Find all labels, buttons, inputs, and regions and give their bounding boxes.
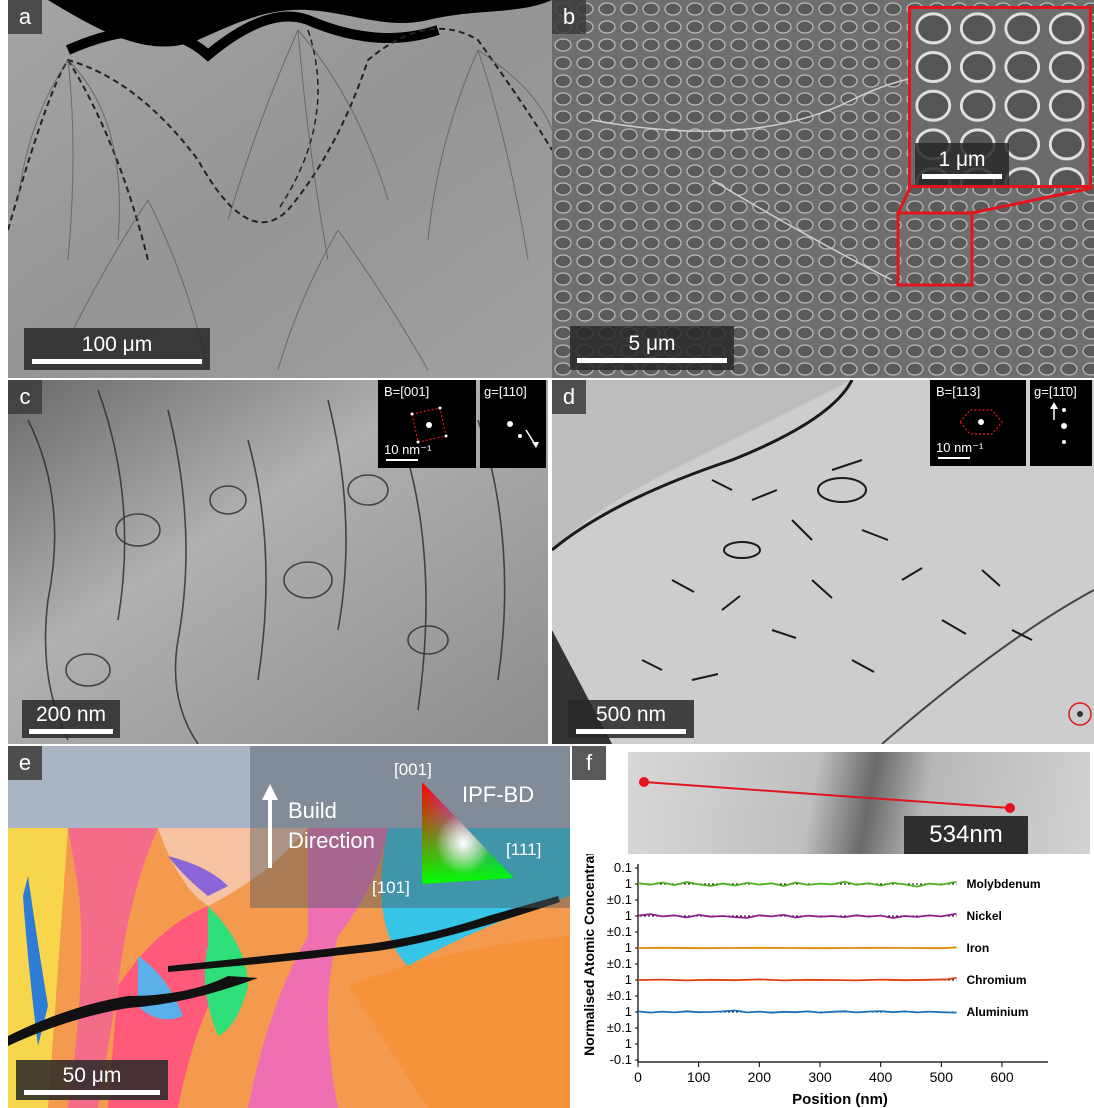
- panel-b-inset-scale-text: 1 μm: [938, 148, 986, 171]
- series-line-aluminium: [637, 1009, 957, 1014]
- panel-c-scalebar: 200 nm: [22, 700, 120, 738]
- panel-d-scale-text: 500 nm: [595, 703, 667, 726]
- panel-d-label: d: [552, 380, 586, 414]
- panel-b-scalebar: 5 μm: [570, 326, 734, 370]
- panel-c-g-pattern: [507, 421, 539, 448]
- panel-d-recip-scale: 10 nm⁻¹: [936, 440, 984, 455]
- panel-c-g-vector: g=[110]: [484, 384, 527, 399]
- build-direction-label: Build Direction: [288, 796, 375, 856]
- panel-c-diffraction-pattern: [386, 406, 448, 461]
- y-tick-label: 1: [625, 940, 632, 955]
- series-label-molybdenum: Molybdenum: [967, 877, 1041, 891]
- x-tick-label: 400: [869, 1069, 893, 1085]
- panel-b-scale-text: 5 μm: [628, 332, 676, 355]
- panel-b-zoom-inset: 1 μm: [908, 6, 1092, 188]
- series-label-chromium: Chromium: [967, 973, 1027, 987]
- series-line-chromium: [637, 976, 957, 982]
- pole-111-label: [111]: [506, 840, 542, 859]
- panel-d-g-vector: g=[11̄0]: [1034, 384, 1077, 399]
- composition-profile-chart: 0 100 200 300 400 500 600 Position (nm) Normalis…: [581, 854, 1048, 1108]
- panel-c-zone-axis: B=[001]: [384, 384, 430, 399]
- panel-c-micrograph: c B=[001] 10 nm⁻¹ g=[110] 200 nm: [8, 380, 548, 744]
- build-direction-line2: Direction: [288, 828, 375, 853]
- y-tick-label: 1: [625, 1036, 632, 1051]
- series-line-nickel: [637, 912, 957, 919]
- pole-001-label: [001]: [394, 760, 432, 779]
- series-label-nickel: Nickel: [967, 909, 1002, 923]
- pole-101-label: [101]: [372, 878, 410, 897]
- panel-a-scalebar: 100 μm: [24, 328, 210, 370]
- panel-d-g-pattern: [1050, 402, 1067, 444]
- panel-d-scale-line: [576, 729, 686, 734]
- panel-c-label: c: [8, 380, 42, 414]
- build-direction-arrow-icon: [262, 784, 278, 868]
- panel-e-scale-line: [24, 1090, 160, 1095]
- panel-b-label: b: [552, 0, 586, 34]
- y-tick-label: ±0.1: [607, 924, 632, 939]
- series-line-molybdenum: [637, 880, 957, 888]
- y-tick-label: ±0.1: [607, 988, 632, 1003]
- y-tick-label: 1: [625, 908, 632, 923]
- panel-b-inset-scalebar: 1 μm: [915, 143, 1009, 185]
- panel-e-label: e: [8, 746, 42, 780]
- build-direction-line1: Build: [288, 798, 337, 823]
- y-tick-label: ±0.1: [607, 1020, 632, 1035]
- ipf-title: IPF-BD: [462, 782, 535, 807]
- panel-d-zone-axis: B=[113]: [936, 384, 981, 399]
- ipf-color-key-triangle: [422, 782, 514, 884]
- panel-b-scale-line: [577, 358, 727, 363]
- panel-d-g-vector-inset: g=[11̄0]: [1030, 380, 1092, 466]
- panel-a-label: a: [8, 0, 42, 34]
- panel-f-stem-image: 534nm: [628, 752, 1090, 854]
- x-tick-label: 200: [748, 1069, 772, 1085]
- panel-c-g-vector-inset: g=[110]: [480, 380, 546, 468]
- panel-b-micrograph: b 1 μm 5 μm: [552, 0, 1094, 378]
- panel-b-inset-scale-line: [922, 174, 1002, 179]
- y-tick-label: ±0.1: [607, 956, 632, 971]
- x-tick-label: 500: [930, 1069, 954, 1085]
- panel-f-label: f: [572, 746, 606, 780]
- panel-c-recip-scale: 10 nm⁻¹: [384, 442, 432, 457]
- panel-e-ebsd-map: e Build Direction [001] IPF-BD [111] [10…: [8, 746, 570, 1108]
- x-tick-label: 300: [808, 1069, 832, 1085]
- y-tick-label: 1: [625, 972, 632, 987]
- series-line-iron: [637, 946, 957, 950]
- y-tick-label: -0.1: [610, 1052, 632, 1067]
- panel-c-diffraction-inset: B=[001] 10 nm⁻¹: [378, 380, 476, 468]
- y-axis-label: Normalised Atomic Concentration: [581, 854, 597, 1056]
- line-length-box: 534nm: [904, 816, 1028, 854]
- x-tick-label: 100: [687, 1069, 711, 1085]
- panel-c-scale-line: [29, 729, 113, 734]
- series-label-iron: Iron: [967, 941, 990, 955]
- panel-f-eds-profile: f 534nm 0 100 200 300 400 500 600 Position (nm)…: [572, 746, 1094, 1108]
- x-tick-label: 0: [634, 1069, 642, 1085]
- ipf-key-overlay: [250, 746, 570, 908]
- line-length-text: 534nm: [929, 821, 1003, 848]
- panel-a-scale-line: [32, 359, 202, 364]
- panel-e-scalebar: 50 μm: [16, 1060, 168, 1100]
- line-scan-path: [639, 777, 1015, 813]
- ipf-grain-map: [8, 746, 570, 1108]
- y-tick-label: 0.1: [614, 860, 632, 875]
- x-tick-label: 600: [990, 1069, 1014, 1085]
- melt-pool-image: [8, 0, 552, 378]
- panel-a-micrograph: a 100 μm: [8, 0, 552, 378]
- panel-d-diffraction-inset: B=[113] 10 nm⁻¹: [930, 380, 1026, 466]
- panel-c-scale-text: 200 nm: [35, 703, 107, 726]
- panel-d-scalebar: 500 nm: [568, 700, 694, 738]
- y-tick-label: ±0.1: [607, 892, 632, 907]
- x-axis-label: Position (nm): [792, 1091, 888, 1108]
- panel-d-micrograph: d B=[113] 10 nm⁻¹ g=[11̄0] 500 nm: [552, 380, 1094, 744]
- series-label-aluminium: Aluminium: [967, 1005, 1029, 1019]
- panel-e-scale-text: 50 μm: [62, 1064, 122, 1087]
- y-tick-label: 1: [625, 1004, 632, 1019]
- y-tick-label: 1: [625, 876, 632, 891]
- panel-a-scale-text: 100 μm: [81, 333, 153, 356]
- panel-d-diffraction-pattern: [938, 409, 1003, 459]
